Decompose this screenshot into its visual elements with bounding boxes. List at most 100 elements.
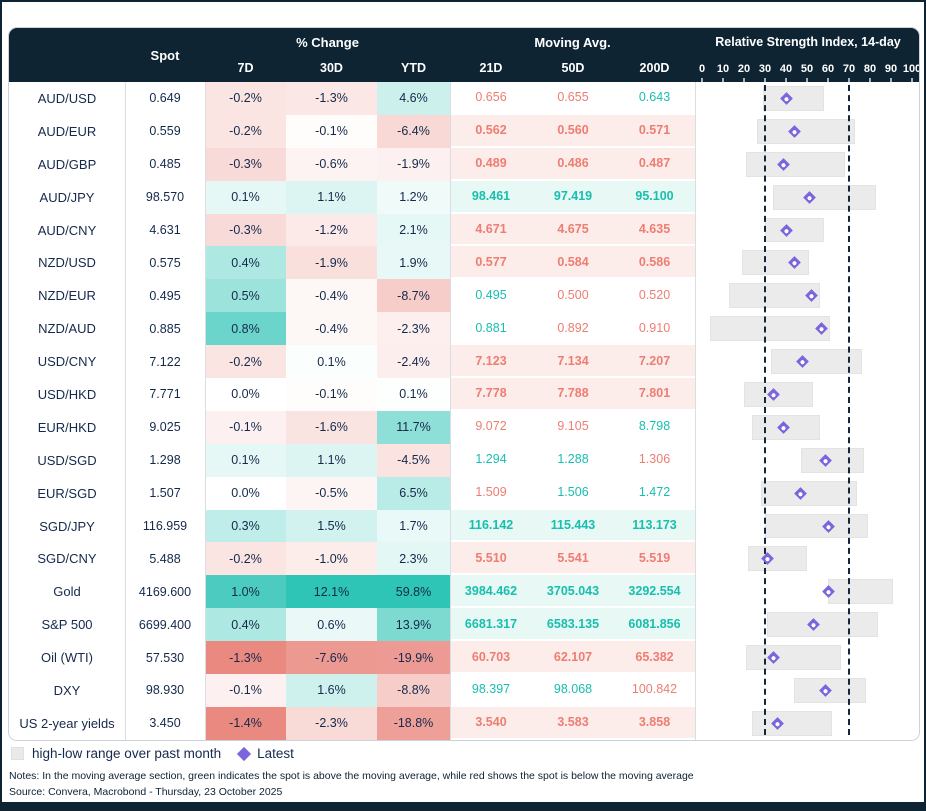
ma-50d-cell: 5.541: [532, 542, 614, 576]
ma-21d-cell: 9.072: [450, 411, 532, 444]
pct-30d-cell: -0.4%: [286, 279, 377, 313]
notes-text: Notes: In the moving average section, gr…: [9, 770, 694, 782]
rsi-axis-tick: [890, 78, 892, 82]
ma-200d-cell: 0.571: [614, 114, 695, 148]
spot-value: 116.959: [142, 519, 188, 534]
ma-200d-cell: 0.487: [614, 147, 695, 181]
rsi-cell: [695, 181, 919, 214]
ma-21d-cell: 0.495: [450, 279, 532, 313]
pct-30d-cell: 0.1%: [286, 345, 377, 379]
ma-200d-cell: 4.635: [614, 213, 695, 247]
asset-label: USD/SGD: [37, 452, 97, 468]
col-header-30d: 30D: [320, 61, 343, 75]
pct-7d-cell: 0.0%: [205, 476, 286, 510]
rsi-cell: [695, 510, 919, 543]
table-row: AUD/USD 0.649 -0.2% -1.3% 4.6% 0.656 0.655 0.64…: [9, 82, 919, 115]
asset-label: NZD/EUR: [38, 288, 96, 304]
table-row: NZD/USD 0.575 0.4% -1.9% 1.9% 0.577 0.584 0.586: [9, 246, 919, 280]
latest-diamond-icon: [237, 746, 252, 761]
spot-value: 0.485: [149, 157, 181, 172]
spot-value: 0.649: [149, 91, 181, 106]
table-row: S&P 500 6699.400 0.4% 0.6% 13.9% 6681.317 6583…: [9, 608, 919, 642]
spot-value: 9.025: [149, 420, 181, 435]
legend-range-label: high-low range over past month: [32, 746, 222, 761]
ma-200d-cell: 0.586: [614, 246, 695, 280]
ma-21d-cell: 5.510: [450, 542, 532, 576]
ma-200d-cell: 3292.554: [614, 575, 695, 609]
pct-ytd-cell: -1.9%: [377, 147, 450, 181]
ma-50d-cell: 7.134: [532, 345, 614, 379]
rsi-axis-label: 70: [842, 63, 856, 75]
rsi-range-bar: [748, 546, 807, 572]
rsi-cell: [695, 82, 919, 115]
rsi-range-bar: [760, 480, 858, 506]
ma-200d-cell: 0.520: [614, 279, 695, 313]
pct-7d-cell: -0.3%: [205, 147, 286, 181]
pct-7d-cell: -0.3%: [205, 213, 286, 247]
ma-200d-cell: 8.798: [614, 411, 695, 444]
pct-7d-cell: -0.2%: [205, 542, 286, 576]
table-row: USD/CNY 7.122 -0.2% 0.1% -2.4% 7.123 7.134 7.20…: [9, 345, 919, 379]
rsi-cell: [695, 608, 919, 641]
rsi-axis-tick: [806, 78, 808, 82]
rsi-cell: [695, 542, 919, 575]
ma-21d-cell: 0.577: [450, 246, 532, 280]
ma-21d-cell: 7.778: [450, 378, 532, 411]
ma-50d-cell: 98.068: [532, 674, 614, 707]
ma-200d-cell: 1.472: [614, 477, 695, 510]
pct-ytd-cell: 59.8%: [377, 575, 450, 609]
pct-30d-cell: -0.1%: [286, 114, 377, 148]
table-row: NZD/EUR 0.495 0.5% -0.4% -8.7% 0.495 0.500 0.52…: [9, 279, 919, 313]
pct-7d-cell: 0.5%: [205, 279, 286, 313]
rsi-axis-tick: [827, 78, 829, 82]
rsi-axis-tick: [848, 78, 850, 82]
pct-30d-cell: 1.6%: [286, 674, 377, 707]
rsi-axis-label: 0: [698, 63, 706, 75]
moving-avg-group-label: Moving Avg.: [534, 35, 611, 50]
pct-ytd-cell: 0.1%: [377, 378, 450, 411]
asset-label: EUR/HKD: [37, 419, 97, 435]
ma-50d-cell: 3.583: [532, 706, 614, 740]
ma-21d-cell: 3.540: [450, 706, 532, 740]
table-row: Gold 4169.600 1.0% 12.1% 59.8% 3984.462 3705.0…: [9, 575, 919, 609]
pct-30d-cell: -1.0%: [286, 542, 377, 576]
rsi-range-bar: [773, 184, 877, 210]
col-header-spot: Spot: [150, 47, 180, 63]
asset-label: USD/HKD: [37, 386, 97, 402]
table-body: AUD/USD 0.649 -0.2% -1.3% 4.6% 0.656 0.655 0.64…: [9, 82, 919, 740]
pct-7d-cell: 0.4%: [205, 608, 286, 642]
pct-ytd-cell: 4.6%: [377, 82, 450, 115]
rsi-axis-tick: [743, 78, 745, 82]
range-swatch-icon: [11, 747, 24, 760]
rsi-axis-tick: [701, 78, 703, 82]
col-header-50d: 50D: [561, 61, 585, 75]
pct-30d-cell: -0.1%: [286, 378, 377, 411]
pct-7d-cell: -0.2%: [205, 82, 286, 115]
ma-50d-cell: 6583.135: [532, 608, 614, 642]
rsi-axis-tick: [869, 78, 871, 82]
pct-ytd-cell: 1.9%: [377, 246, 450, 280]
pct-30d-cell: 1.1%: [286, 180, 377, 214]
pct-7d-cell: 0.1%: [205, 180, 286, 214]
table-header: Spot % Change 7D 30D YTD Moving Avg. 21D…: [9, 28, 919, 82]
asset-label: AUD/CNY: [37, 222, 97, 238]
asset-label: DXY: [53, 682, 81, 698]
pct-ytd-cell: -2.3%: [377, 312, 450, 346]
ma-50d-cell: 0.655: [532, 82, 614, 115]
pct-7d-cell: -0.2%: [205, 345, 286, 379]
ma-200d-cell: 1.306: [614, 444, 695, 477]
spot-value: 4.631: [149, 223, 181, 237]
ma-21d-cell: 0.881: [450, 312, 532, 346]
table-row: US 2-year yields 3.450 -1.4% -2.3% -18.8% 3.5…: [9, 706, 919, 740]
rsi-range-bar: [710, 316, 831, 342]
rsi-axis-label: 20: [737, 63, 751, 75]
table-row: EUR/SGD 1.507 0.0% -0.5% 6.5% 1.509 1.506 1.472: [9, 476, 919, 510]
legend: high-low range over past month Latest: [11, 746, 294, 761]
ma-200d-cell: 0.643: [614, 82, 695, 115]
ma-50d-cell: 1.288: [532, 444, 614, 477]
spot-value: 1.507: [149, 486, 181, 501]
ma-200d-cell: 65.382: [614, 641, 695, 675]
rsi-axis-label: 60: [821, 63, 835, 75]
ma-21d-cell: 4.671: [450, 213, 532, 247]
pct-7d-cell: 0.8%: [205, 312, 286, 346]
